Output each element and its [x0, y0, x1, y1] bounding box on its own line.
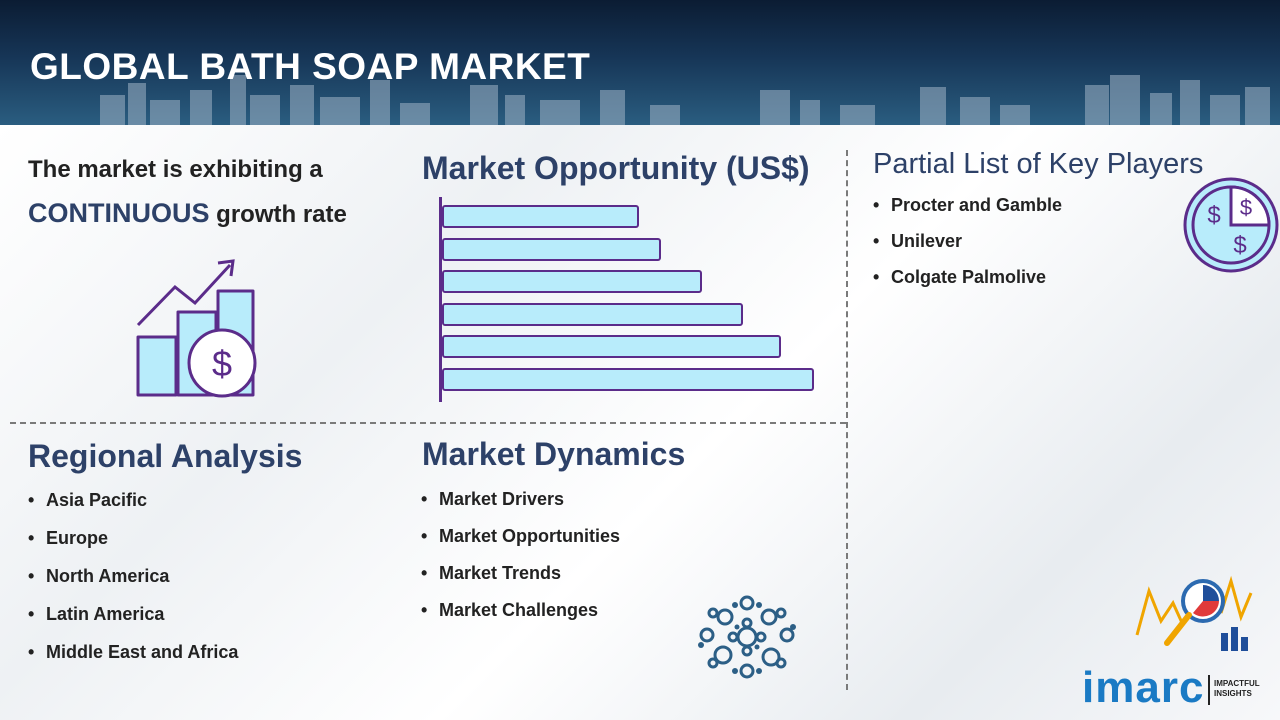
svg-text:$: $ [1240, 195, 1252, 220]
dollar-pie-icon: $ $ $ [1183, 177, 1279, 273]
dynamics-item: Market Drivers [421, 489, 620, 510]
key-players-title: Partial List of Key Players [873, 148, 1204, 180]
imarc-wordmark: imarc [1082, 663, 1205, 712]
opportunity-bar [442, 335, 781, 358]
opportunity-bar [442, 237, 661, 261]
opportunity-bar [442, 302, 743, 326]
city-skyline-graphic [100, 75, 1270, 125]
regional-list: Asia Pacific Europe North America Latin … [28, 490, 238, 663]
key-players-list: Procter and Gamble Unilever Colgate Palm… [873, 195, 1062, 288]
opportunity-bar [442, 367, 814, 391]
page-title: GLOBAL BATH SOAP MARKET [30, 46, 591, 87]
growth-statement-line2: CONTINUOUS growth rate [28, 198, 347, 229]
growth-highlight: CONTINUOUS [28, 198, 210, 228]
region-item: North America [28, 566, 238, 587]
opportunity-bar [442, 205, 639, 228]
region-item: Asia Pacific [28, 490, 238, 511]
horizontal-divider [10, 422, 846, 424]
growth-chart-dollar-icon: $ [136, 259, 257, 398]
analytics-magnifier-icon [1135, 575, 1253, 651]
imarc-divider [1208, 675, 1210, 705]
region-item: Latin America [28, 604, 238, 625]
dynamics-item: Market Challenges [421, 600, 620, 621]
opportunity-title: Market Opportunity (US$) [422, 150, 810, 186]
regional-title: Regional Analysis [28, 438, 303, 474]
region-item: Europe [28, 528, 238, 549]
svg-text:$: $ [1233, 232, 1246, 259]
gears-circle-icon [698, 595, 796, 679]
imarc-tagline: IMPACTFUL INSIGHTS [1214, 679, 1260, 698]
vertical-divider [846, 150, 848, 690]
svg-text:$: $ [1207, 202, 1220, 229]
dynamics-title: Market Dynamics [422, 436, 686, 472]
key-player-item: Procter and Gamble [873, 195, 1062, 216]
growth-statement-rest: growth rate [216, 201, 347, 228]
dynamics-item: Market Opportunities [421, 526, 620, 547]
key-player-item: Colgate Palmolive [873, 267, 1062, 288]
key-player-item: Unilever [873, 231, 1062, 252]
growth-statement-line1: The market is exhibiting a [28, 156, 323, 183]
region-item: Middle East and Africa [28, 642, 238, 663]
dynamics-list: Market Drivers Market Opportunities Mark… [421, 489, 620, 621]
opportunity-bar [442, 270, 702, 293]
imarc-logo: imarc [1082, 665, 1204, 710]
svg-text:$: $ [212, 343, 232, 384]
header-banner: GLOBAL BATH SOAP MARKET [0, 0, 1280, 125]
chart-axis [439, 197, 442, 402]
dynamics-item: Market Trends [421, 563, 620, 584]
